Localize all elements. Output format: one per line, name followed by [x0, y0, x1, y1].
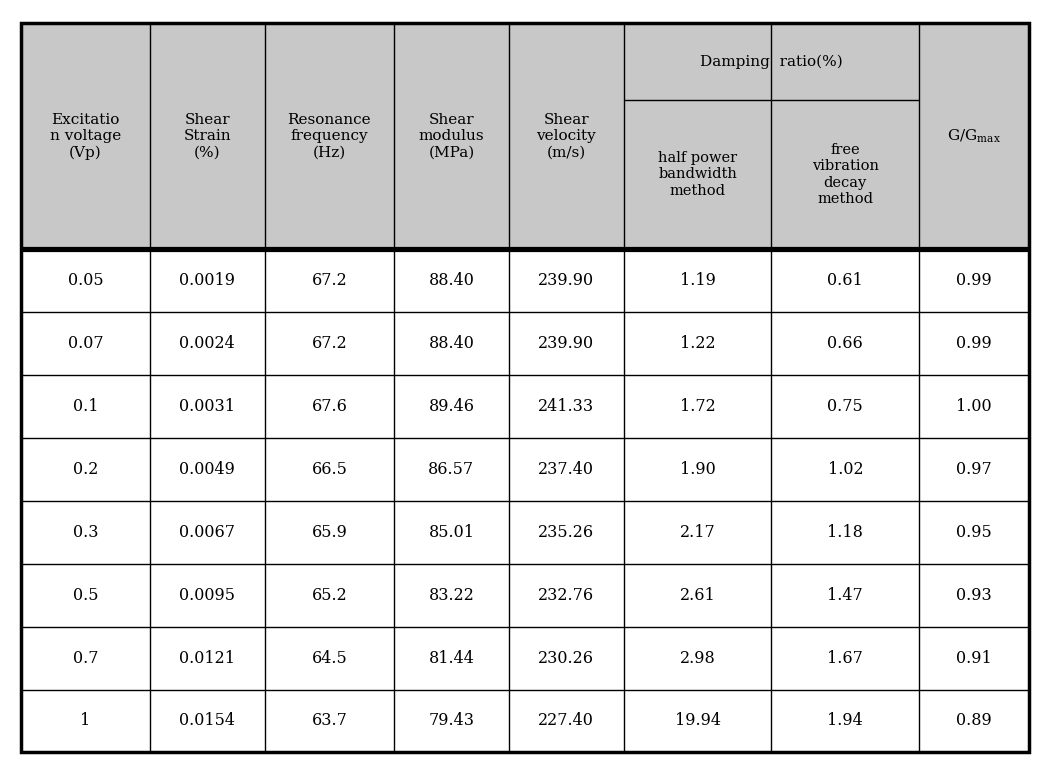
Text: 2.17: 2.17 [680, 524, 716, 541]
Text: 0.0154: 0.0154 [180, 713, 236, 729]
Text: 0.2: 0.2 [73, 461, 98, 478]
Text: 0.3: 0.3 [73, 524, 98, 541]
Text: Shear
velocity
(m/s): Shear velocity (m/s) [536, 113, 596, 160]
Text: 0.61: 0.61 [827, 272, 863, 289]
Bar [21, 312, 1029, 375]
Text: 88.40: 88.40 [428, 335, 475, 352]
Text: 0.91: 0.91 [956, 650, 992, 667]
Text: 1.72: 1.72 [680, 398, 716, 415]
Bar [21, 501, 1029, 564]
Text: 63.7: 63.7 [312, 713, 347, 729]
Bar [21, 564, 1029, 627]
Text: half power
bandwidth
method: half power bandwidth method [658, 151, 737, 198]
Text: 1: 1 [80, 713, 90, 729]
Bar [21, 690, 1029, 752]
Bar [21, 23, 1029, 249]
Text: 1.02: 1.02 [827, 461, 863, 478]
Text: 0.0024: 0.0024 [180, 335, 235, 352]
Bar [21, 627, 1029, 690]
Text: 237.40: 237.40 [538, 461, 594, 478]
Text: 83.22: 83.22 [428, 587, 475, 604]
Bar [21, 375, 1029, 438]
Text: 239.90: 239.90 [538, 335, 594, 352]
Text: 2.61: 2.61 [680, 587, 716, 604]
Text: 67.2: 67.2 [312, 335, 347, 352]
Text: 88.40: 88.40 [428, 272, 475, 289]
Text: 230.26: 230.26 [538, 650, 594, 667]
Text: 19.94: 19.94 [674, 713, 721, 729]
Text: 85.01: 85.01 [428, 524, 475, 541]
Text: free
vibration
decay
method: free vibration decay method [811, 143, 879, 206]
Text: 0.95: 0.95 [956, 524, 992, 541]
Text: 0.89: 0.89 [956, 713, 992, 729]
Text: Excitatio
n voltage
(Vp): Excitatio n voltage (Vp) [50, 113, 121, 160]
Text: 0.0067: 0.0067 [180, 524, 236, 541]
Text: 239.90: 239.90 [538, 272, 594, 289]
Text: 0.0121: 0.0121 [180, 650, 236, 667]
Text: 0.99: 0.99 [956, 335, 992, 352]
Text: 0.0031: 0.0031 [180, 398, 236, 415]
Text: 0.99: 0.99 [956, 272, 992, 289]
Text: 0.05: 0.05 [68, 272, 103, 289]
Text: 86.57: 86.57 [428, 461, 475, 478]
Text: 89.46: 89.46 [428, 398, 475, 415]
Text: 241.33: 241.33 [538, 398, 594, 415]
Text: 1.19: 1.19 [680, 272, 716, 289]
Text: 0.97: 0.97 [956, 461, 992, 478]
Text: 67.6: 67.6 [312, 398, 347, 415]
Text: 232.76: 232.76 [538, 587, 594, 604]
Text: 227.40: 227.40 [538, 713, 594, 729]
Text: Resonance
frequency
(Hz): Resonance frequency (Hz) [288, 113, 371, 160]
Text: 0.5: 0.5 [73, 587, 98, 604]
Text: 79.43: 79.43 [428, 713, 475, 729]
Text: 1.90: 1.90 [680, 461, 716, 478]
Text: 1.18: 1.18 [827, 524, 863, 541]
Text: 81.44: 81.44 [428, 650, 475, 667]
Text: 1.67: 1.67 [827, 650, 863, 667]
Text: 0.07: 0.07 [68, 335, 103, 352]
Text: G/G$_{\mathregular{max}}$: G/G$_{\mathregular{max}}$ [947, 127, 1001, 145]
Text: 1.00: 1.00 [956, 398, 991, 415]
Text: 0.0019: 0.0019 [180, 272, 236, 289]
Text: 1.22: 1.22 [680, 335, 716, 352]
Text: 0.75: 0.75 [827, 398, 863, 415]
Text: 65.9: 65.9 [312, 524, 347, 541]
Text: 0.7: 0.7 [73, 650, 98, 667]
Text: 67.2: 67.2 [312, 272, 347, 289]
Text: Shear
Strain
(%): Shear Strain (%) [184, 113, 231, 160]
Text: 1.94: 1.94 [827, 713, 863, 729]
Text: 64.5: 64.5 [312, 650, 347, 667]
Text: 2.98: 2.98 [680, 650, 716, 667]
Text: Damping  ratio(%): Damping ratio(%) [700, 54, 843, 68]
Text: 66.5: 66.5 [312, 461, 347, 478]
Text: 0.0049: 0.0049 [180, 461, 235, 478]
Text: 1.47: 1.47 [827, 587, 863, 604]
Text: 0.66: 0.66 [827, 335, 863, 352]
Text: 235.26: 235.26 [538, 524, 594, 541]
Text: Shear
modulus
(MPa): Shear modulus (MPa) [419, 113, 484, 160]
Text: 65.2: 65.2 [312, 587, 347, 604]
Text: 0.1: 0.1 [73, 398, 98, 415]
Bar [21, 249, 1029, 312]
Text: 0.0095: 0.0095 [180, 587, 236, 604]
Bar [21, 438, 1029, 501]
Text: 0.93: 0.93 [956, 587, 992, 604]
